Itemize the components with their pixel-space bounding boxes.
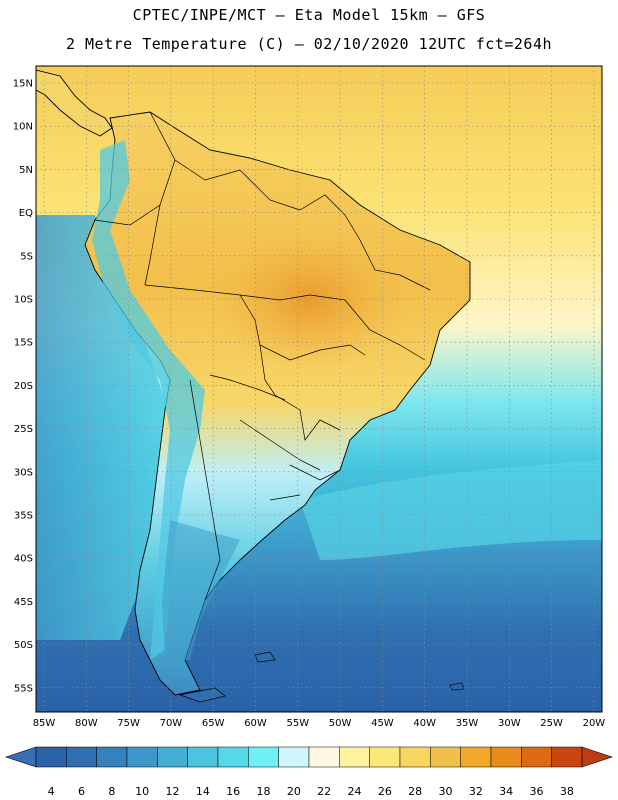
colorbar-label: 30 [439, 785, 453, 798]
colorbar-swatch [339, 746, 370, 768]
colorbar-high-arrow [581, 746, 613, 768]
lat-label: 55S [14, 683, 33, 694]
colorbar-label: 8 [108, 785, 115, 798]
lon-label: 50W [329, 718, 352, 729]
colorbar-label: 10 [135, 785, 149, 798]
colorbar-label: 12 [166, 785, 180, 798]
lat-label: EQ [19, 208, 33, 219]
lon-label: 40W [413, 718, 436, 729]
colorbar-label: 20 [287, 785, 301, 798]
colorbar-swatch [399, 746, 431, 768]
colorbar-swatch [157, 746, 188, 768]
map-field [36, 66, 602, 712]
lon-label: 85W [33, 718, 56, 729]
colorbar-label: 32 [469, 785, 483, 798]
lon-label: 65W [202, 718, 225, 729]
colorbar-swatch [248, 746, 279, 768]
lat-label: 35S [14, 511, 33, 522]
lon-label: 60W [244, 718, 267, 729]
colorbar-label: 24 [348, 785, 362, 798]
lat-label: 50S [14, 640, 33, 651]
colorbar-swatch [551, 746, 583, 768]
colorbar-swatch [187, 746, 219, 768]
colorbar-label: 14 [196, 785, 210, 798]
colorbar: 4 6 8 10 12 14 16 18 20 22 24 26 28 30 32 34 36 38 [5, 746, 613, 798]
colorbar-label: 34 [499, 785, 513, 798]
lat-label: 45S [14, 597, 33, 608]
lat-label: 20S [14, 381, 33, 392]
colorbar-label: 28 [408, 785, 422, 798]
colorbar-swatch [66, 746, 97, 768]
lon-label: 55W [286, 718, 309, 729]
central-america-land [36, 69, 113, 137]
country-borders [94, 111, 431, 601]
lat-label: 40S [14, 554, 33, 565]
colorbar-swatch [217, 746, 249, 768]
colorbar-label: 22 [317, 785, 331, 798]
lon-label: 35W [456, 718, 479, 729]
lat-label: 30S [14, 467, 33, 478]
colorbar-swatch [369, 746, 401, 768]
lon-label: 80W [75, 718, 98, 729]
colorbar-label: 38 [560, 785, 574, 798]
colorbar-label: 18 [257, 785, 271, 798]
colorbar-swatch [96, 746, 128, 768]
colorbar-low-arrow [5, 746, 37, 768]
lat-label: 5N [19, 165, 33, 176]
colorbar-label: 4 [48, 785, 55, 798]
colorbar-label: 26 [378, 785, 392, 798]
colorbar-swatch [490, 746, 522, 768]
lon-label: 30W [498, 718, 521, 729]
lon-label: 25W [540, 718, 563, 729]
lon-label: 70W [160, 718, 183, 729]
colorbar-swatch [126, 746, 158, 768]
colorbar-swatch [278, 746, 310, 768]
lat-label: 15S [14, 338, 33, 349]
lat-label: 10N [13, 122, 33, 133]
colorbar-label: 36 [530, 785, 544, 798]
chart-title: CPTEC/INPE/MCT – Eta Model 15km – GFS [132, 6, 486, 24]
colorbar-swatch [35, 746, 67, 768]
colorbar-swatch [308, 746, 340, 768]
lon-label: 75W [117, 718, 140, 729]
lat-label: 10S [14, 295, 33, 306]
lat-label: 5S [20, 251, 33, 262]
colorbar-label: 6 [78, 785, 85, 798]
colorbar-swatch [430, 746, 461, 768]
lat-label: 25S [14, 424, 33, 435]
colorbar-label: 16 [226, 785, 240, 798]
lon-label: 45W [371, 718, 394, 729]
colorbar-swatch [521, 746, 552, 768]
lon-label: 20W [583, 718, 606, 729]
lat-label: 15N [13, 79, 33, 90]
longitude-labels: 85W 80W 75W 70W 65W 60W 55W 50W 45W 40W 35W 30W 25W 2… [33, 718, 606, 729]
chart-subtitle: 2 Metre Temperature (C) – 02/10/2020 12U… [65, 35, 553, 53]
colorbar-swatch [460, 746, 492, 768]
map-frame [35, 65, 603, 713]
latitude-labels: 15N 10N 5N EQ 5S 10S 15S 20S 25S 30S 35S 40S 45S 50S 5… [13, 79, 33, 695]
